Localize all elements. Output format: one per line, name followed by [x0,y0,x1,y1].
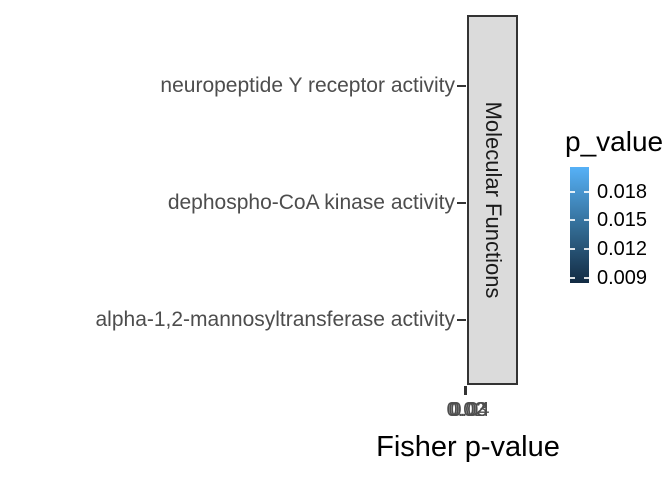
legend-tick-label: 0.012 [597,238,648,260]
facet-strip-label: Molecular Functions [480,101,506,299]
y-axis-label: alpha-1,2-mannosyltransferase activity [95,308,455,331]
legend-tick-label: 0.018 [597,181,648,203]
legend-title: p_value [565,126,664,157]
legend-tick-label: 0.015 [597,209,648,231]
x-axis-tick [464,386,467,395]
x-axis-title: Fisher p-value [376,431,560,463]
x-axis-tick-label: 0.02 [446,399,486,421]
legend-bar-tick [584,191,589,193]
y-axis-tick [457,202,466,204]
legend-gradient-bar [570,167,589,283]
y-axis-tick [457,319,466,321]
y-axis-tick [457,85,466,87]
legend-bar-tick [570,248,575,250]
legend-tick-label: 0.009 [597,267,648,289]
y-axis-label: neuropeptide Y receptor activity [160,74,455,97]
y-axis-label: dephospho-CoA kinase activity [167,191,455,214]
legend-bar-tick [584,248,589,250]
legend-bar-tick [584,277,589,279]
facet-strip: Molecular Functions [467,15,518,385]
x-axis-tick-label: 0.04 [450,399,490,421]
legend-bar-tick [570,277,575,279]
x-axis-tick-label: 0.03 [448,399,488,421]
legend-bar-tick [570,219,575,221]
legend-bar-tick [584,219,589,221]
legend-bar-tick [570,191,575,193]
